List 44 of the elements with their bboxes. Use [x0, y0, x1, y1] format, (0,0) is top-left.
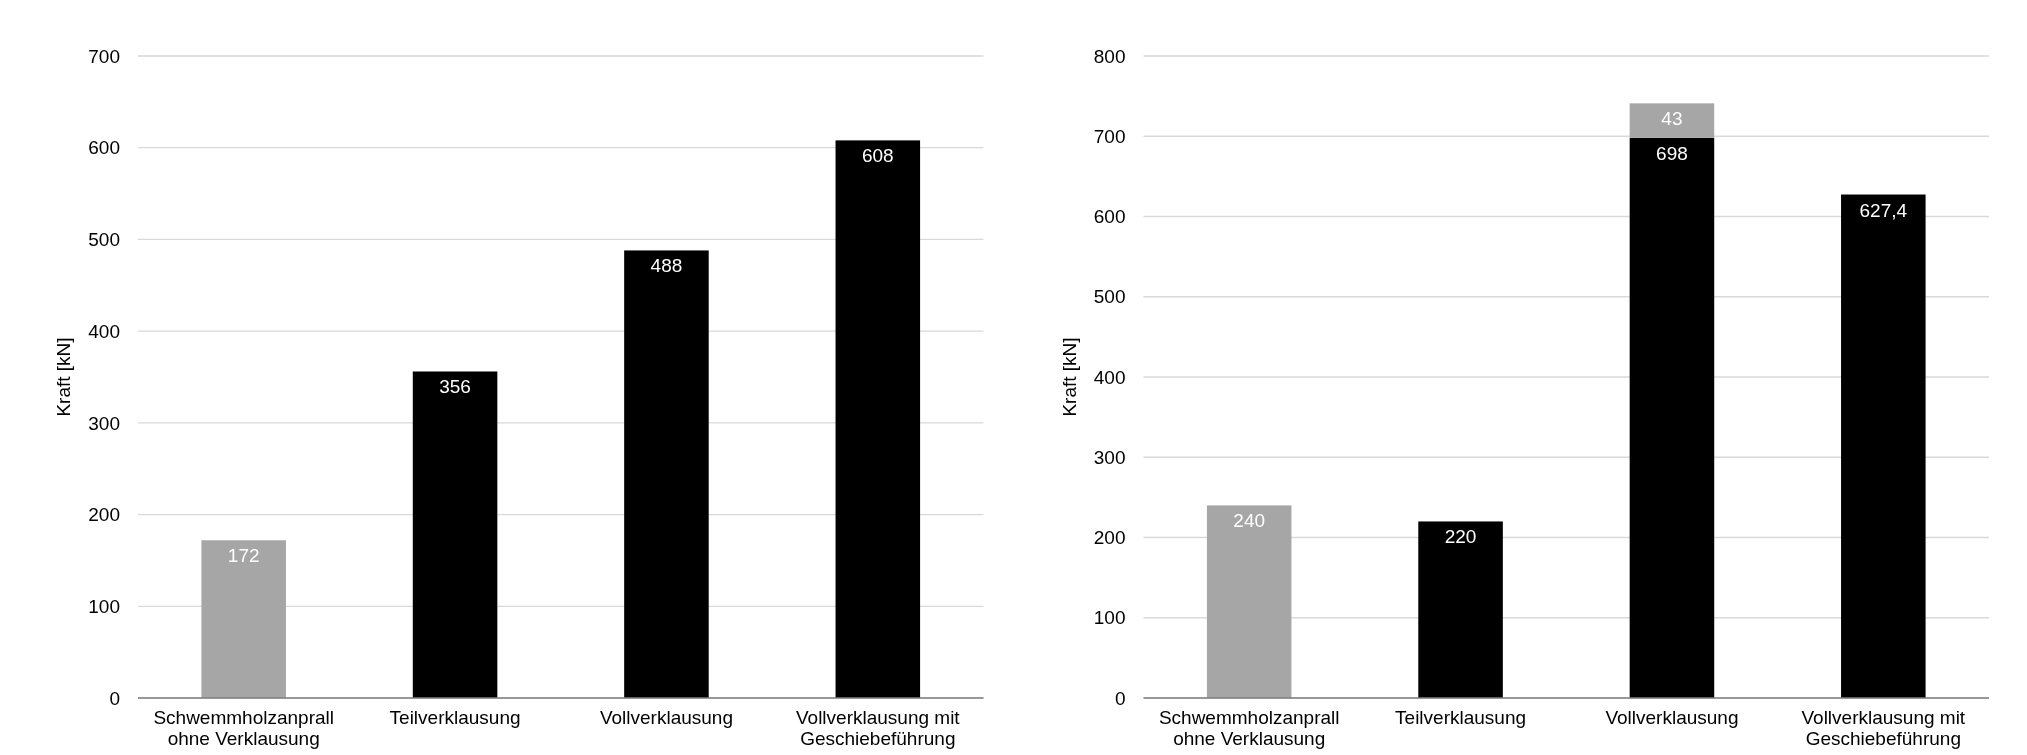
y-tick-label: 700 — [1093, 125, 1126, 147]
y-tick-label: 600 — [1093, 206, 1126, 228]
data-label: 698 — [1656, 142, 1688, 164]
bar — [624, 250, 709, 698]
y-tick-label: 400 — [88, 320, 120, 342]
data-label: 43 — [1661, 108, 1683, 130]
y-tick-label: 300 — [88, 412, 120, 434]
data-label: 356 — [439, 376, 471, 398]
bar — [1418, 521, 1503, 698]
y-tick-label: 600 — [88, 137, 120, 159]
y-tick-label: 0 — [1114, 687, 1126, 709]
data-label: 488 — [650, 255, 683, 277]
x-tick-label: Vollverklausung — [599, 707, 733, 728]
y-tick-label: 200 — [1093, 527, 1126, 549]
data-label: 608 — [861, 145, 894, 167]
bar — [835, 140, 921, 698]
bar — [412, 371, 498, 698]
data-label: 220 — [1444, 526, 1477, 548]
data-label: 240 — [1233, 510, 1266, 532]
y-tick-label: 200 — [88, 504, 120, 526]
y-tick-label: 400 — [1093, 366, 1126, 388]
x-tick-label: Teilverklausung — [1395, 707, 1527, 728]
x-tick-label: Schwemmholzanprall ohne Verklausung — [153, 707, 334, 749]
bar — [201, 540, 286, 698]
data-label: 627,4 — [1859, 199, 1908, 221]
y-tick-label: 300 — [1093, 446, 1126, 468]
y-tick-label: 0 — [109, 687, 120, 709]
x-tick-label: Schwemmholzanprall ohne Verklausung — [1158, 707, 1340, 749]
bar — [1629, 137, 1715, 698]
y-tick-label: 800 — [1093, 45, 1126, 67]
x-tick-label: Teilverklausung — [389, 707, 521, 728]
x-tick-label: Vollverklausung — [1605, 707, 1739, 728]
y-tick-label: 100 — [1093, 607, 1126, 629]
x-tick-label: Vollverklausung mit Geschiebeführung — [795, 707, 961, 749]
y-tick-label: 700 — [88, 45, 120, 67]
y-tick-label: 500 — [88, 229, 120, 251]
y-tick-label: 500 — [1093, 286, 1126, 308]
bar — [1841, 194, 1926, 698]
bar — [1629, 103, 1715, 138]
data-label: 172 — [227, 545, 260, 567]
y-axis-title: Kraft [kN] — [53, 337, 74, 417]
y-tick-label: 100 — [88, 595, 120, 617]
y-axis-title: Kraft [kN] — [1058, 337, 1080, 417]
x-tick-label: Vollverklausung mit Geschiebeführung — [1801, 707, 1966, 749]
